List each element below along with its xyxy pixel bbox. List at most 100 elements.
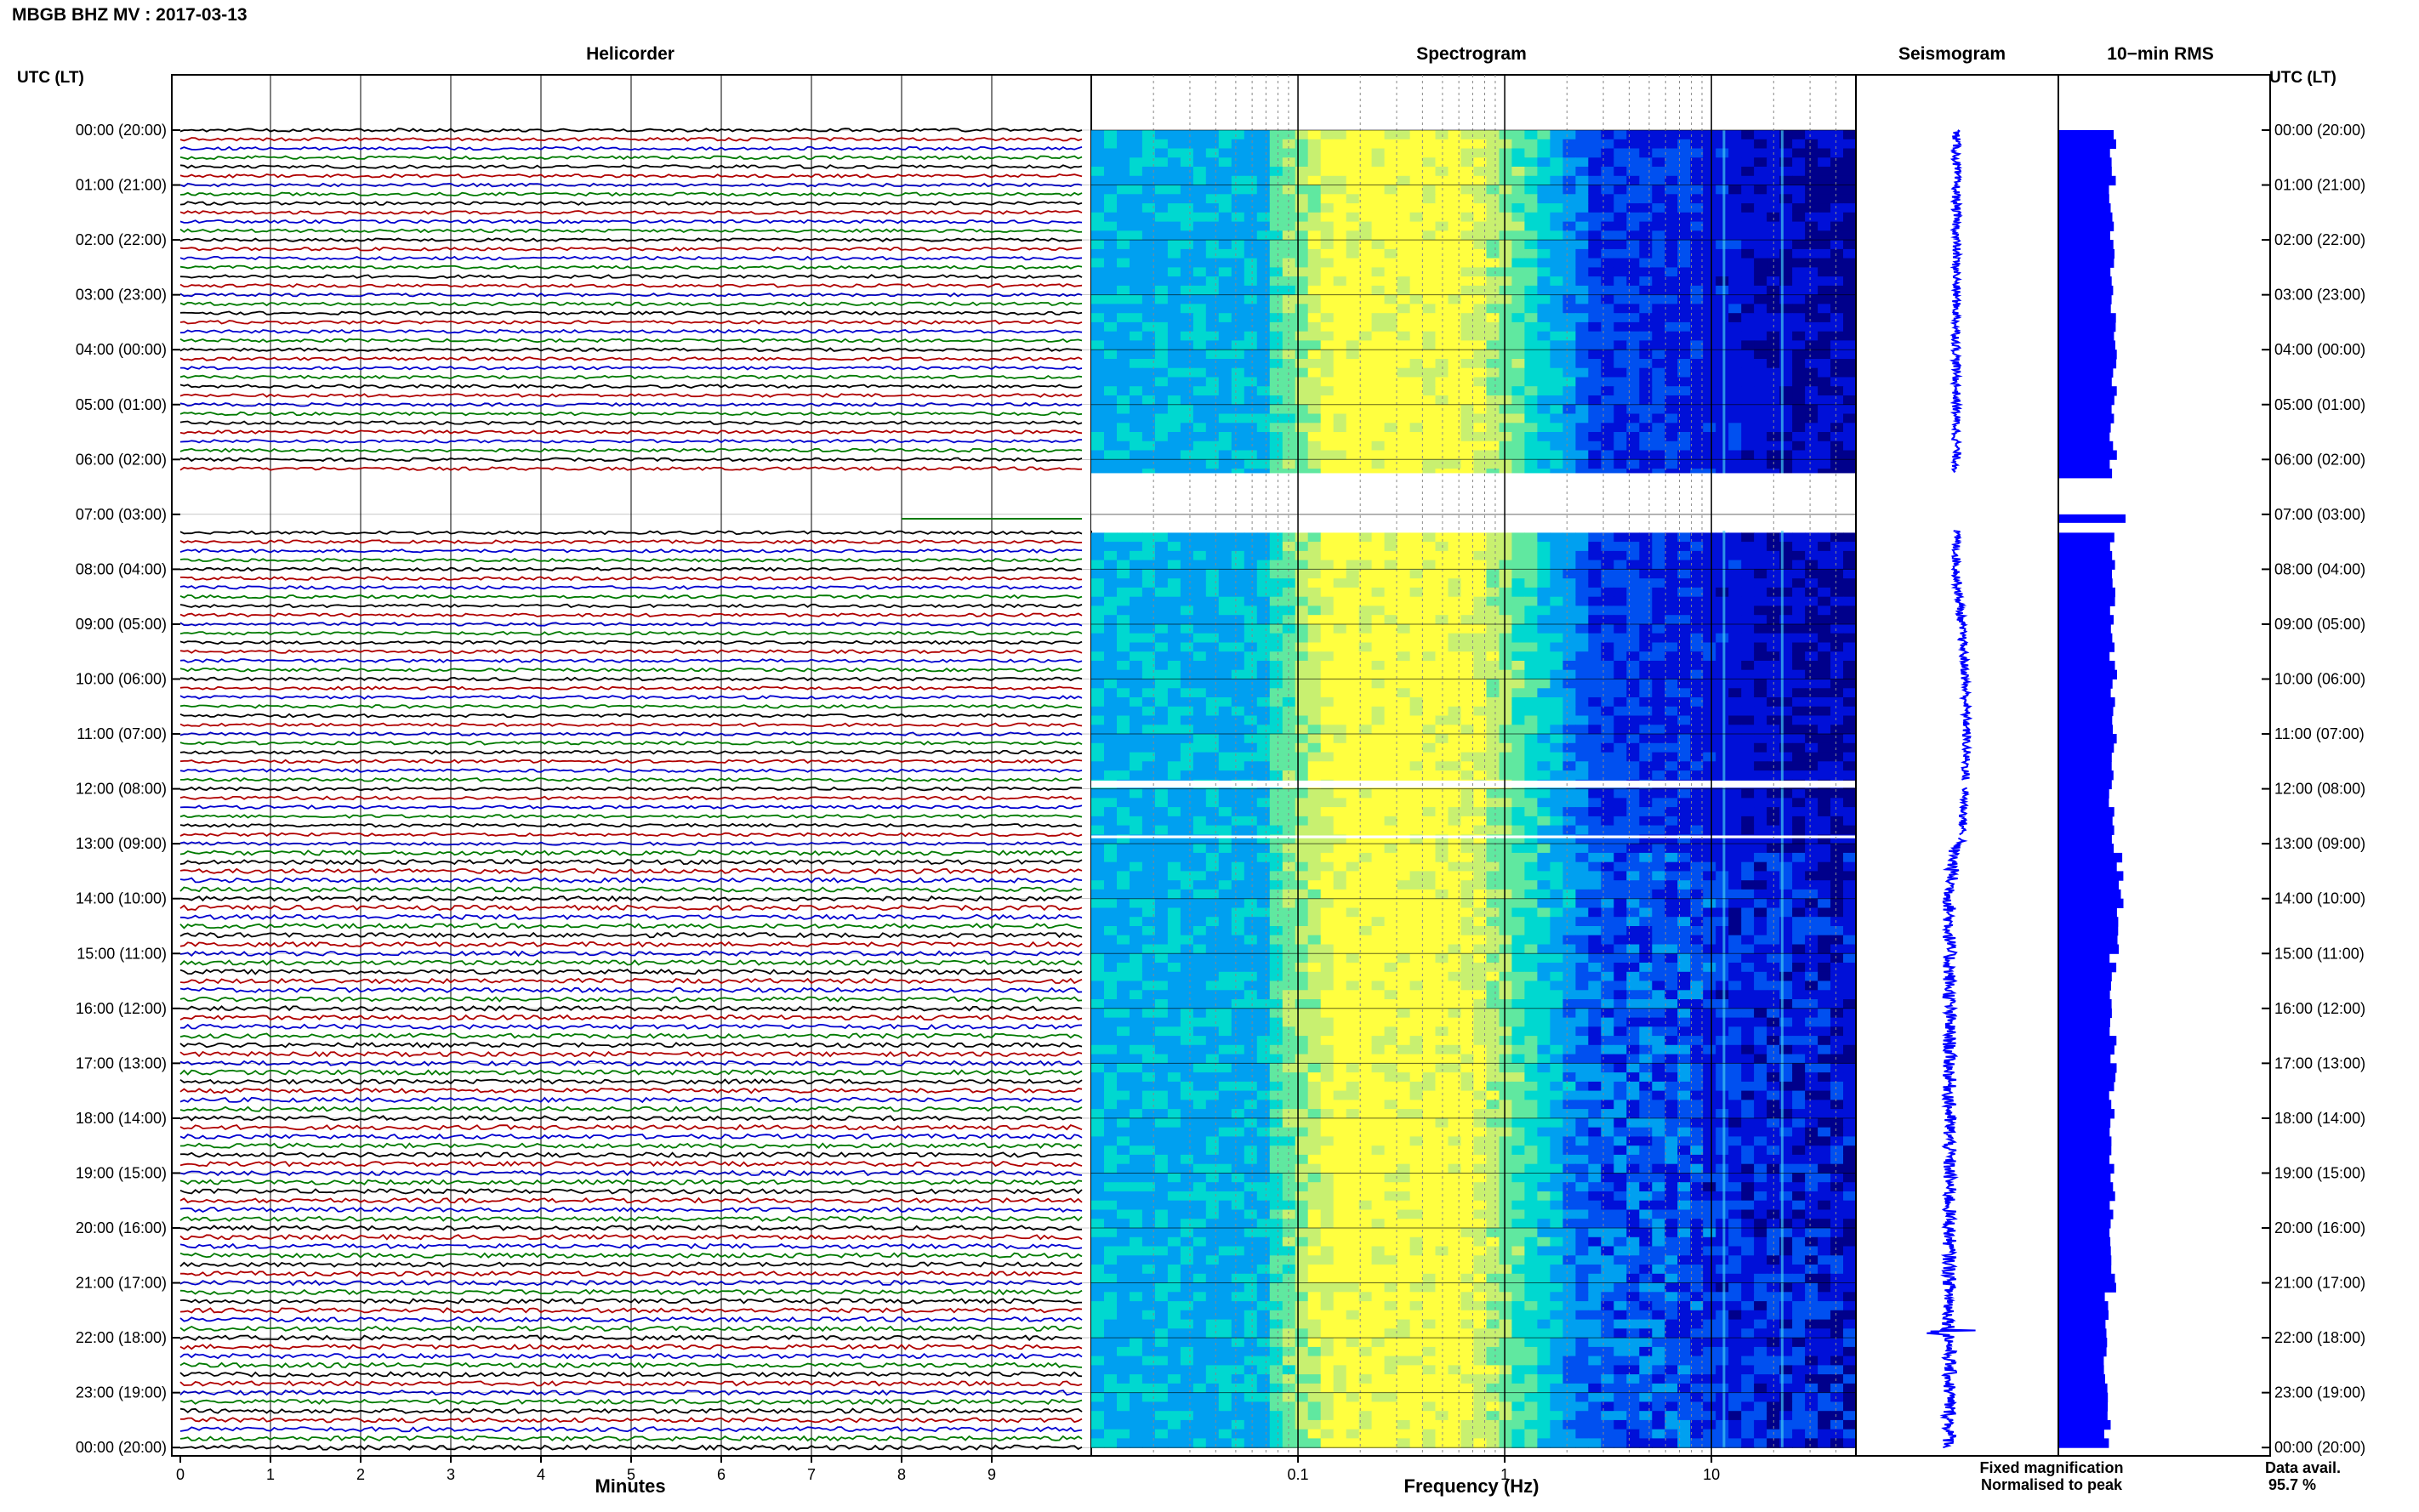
spectrogram-cell bbox=[1792, 423, 1806, 433]
spectrogram-cell bbox=[1486, 450, 1500, 460]
spectrogram-cell bbox=[1626, 706, 1640, 717]
spectrogram-cell bbox=[1422, 212, 1437, 223]
spectrogram-cell bbox=[1117, 313, 1130, 323]
spectrogram-cell bbox=[1486, 669, 1500, 680]
helicorder-trace bbox=[179, 841, 1083, 846]
spectrogram-cell bbox=[1269, 623, 1283, 634]
spectrogram-cell bbox=[1205, 395, 1220, 406]
spectrogram-cell bbox=[1754, 907, 1767, 918]
spectrogram-cell bbox=[1665, 194, 1678, 204]
spectrogram-cell bbox=[1218, 623, 1232, 634]
spectrogram-cell bbox=[1180, 432, 1194, 442]
spectrogram-cell bbox=[1154, 130, 1169, 140]
spectrogram-cell bbox=[1104, 816, 1118, 827]
spectrogram-cell bbox=[1473, 240, 1488, 250]
spectrogram-cell bbox=[1818, 798, 1831, 808]
spectrogram-cell bbox=[1371, 532, 1386, 543]
spectrogram-cell bbox=[1550, 587, 1563, 598]
spectrogram-cell bbox=[1779, 276, 1793, 287]
spectrogram-cell bbox=[1422, 203, 1437, 213]
spectrogram-cell bbox=[1091, 304, 1105, 314]
spectrogram-cell bbox=[1333, 761, 1347, 771]
spectrogram-cell bbox=[1728, 230, 1742, 241]
spectrogram-cell bbox=[1728, 661, 1742, 671]
spectrogram-cell bbox=[1703, 285, 1716, 296]
spectrogram-cell bbox=[1614, 861, 1627, 873]
spectrogram-cell bbox=[1409, 669, 1424, 680]
spectrogram-cell bbox=[1167, 725, 1181, 735]
spectrogram-cell bbox=[1728, 139, 1742, 150]
spectrogram-cell bbox=[1295, 907, 1309, 918]
spectrogram-cell bbox=[1652, 432, 1665, 442]
spectrogram-cell bbox=[1218, 861, 1232, 873]
spectrogram-cell bbox=[1626, 331, 1640, 342]
spectrogram-cell bbox=[1358, 450, 1373, 460]
spectrogram-cell bbox=[1499, 596, 1513, 607]
spectrogram-cell bbox=[1435, 413, 1449, 423]
spectrogram-cell bbox=[1180, 852, 1194, 863]
spectrogram-cell bbox=[1843, 194, 1857, 204]
spectrogram-cell bbox=[1409, 313, 1424, 323]
spectrogram-cell bbox=[1333, 752, 1347, 762]
spectrogram-cell bbox=[1741, 212, 1755, 223]
spectrogram-cell bbox=[1333, 367, 1347, 378]
spectrogram-cell bbox=[1562, 742, 1576, 753]
spectrogram-cell bbox=[1460, 715, 1475, 725]
spectrogram-cell bbox=[1435, 423, 1449, 433]
spectrogram-cell bbox=[1754, 148, 1767, 158]
spectrogram-cell bbox=[1409, 285, 1424, 296]
spectrogram-cell bbox=[1703, 889, 1716, 900]
spectrogram-cell bbox=[1818, 661, 1831, 671]
spectrogram-cell bbox=[1754, 276, 1767, 287]
spectrogram-cell bbox=[1384, 304, 1398, 314]
spectrogram-cell bbox=[1231, 230, 1245, 241]
spectrogram-cell bbox=[1741, 861, 1755, 873]
spectrogram-cell bbox=[1703, 404, 1716, 415]
spectrogram-cell bbox=[1307, 175, 1322, 186]
spectrogram-cell bbox=[1091, 834, 1105, 844]
spectrogram-cell bbox=[1320, 432, 1335, 442]
spectrogram-cell bbox=[1231, 661, 1245, 671]
spectrogram-cell bbox=[1818, 889, 1831, 900]
spectrogram-cell bbox=[1307, 459, 1322, 469]
spectrogram-cell bbox=[1614, 816, 1627, 827]
spectrogram-cell bbox=[1346, 623, 1360, 634]
spectrogram-cell bbox=[1117, 550, 1130, 561]
spectrogram-cell bbox=[1767, 852, 1780, 863]
spectrogram-cell bbox=[1499, 185, 1513, 195]
spectrogram-cell bbox=[1614, 194, 1627, 204]
spectrogram-cell bbox=[1346, 742, 1360, 753]
spectrogram-cell bbox=[1117, 240, 1130, 250]
spectrogram-cell bbox=[1154, 798, 1169, 808]
spectrogram-cell bbox=[1141, 560, 1156, 570]
spectrogram-cell bbox=[1677, 404, 1691, 415]
spectrogram-cell bbox=[1473, 725, 1488, 735]
spectrogram-cell bbox=[1244, 917, 1258, 927]
spectrogram-cell bbox=[1091, 395, 1105, 406]
spectrogram-cell bbox=[1830, 788, 1844, 799]
spectrogram-cell bbox=[1818, 395, 1831, 406]
spectrogram-cell bbox=[1180, 441, 1194, 452]
spectrogram-cell bbox=[1244, 825, 1258, 835]
spectrogram-cell bbox=[1154, 185, 1169, 195]
spectrogram-cell bbox=[1550, 304, 1563, 314]
spectrogram-cell bbox=[1130, 889, 1143, 900]
spectrogram-panel: 0.1 1 10 Frequency (Hz) bbox=[1090, 74, 1857, 1497]
spectrogram-cell bbox=[1167, 221, 1181, 231]
spectrogram-cell bbox=[1269, 633, 1283, 644]
spectrogram-cell bbox=[1130, 404, 1143, 415]
spectrogram-cell bbox=[1397, 679, 1411, 689]
spectrogram-cell bbox=[1244, 633, 1258, 644]
spectrogram-cell bbox=[1805, 861, 1819, 873]
spectrogram-cell bbox=[1792, 798, 1806, 808]
spectrogram-cell bbox=[1218, 788, 1232, 799]
spectrogram-cell bbox=[1805, 669, 1819, 680]
spectrogram-cell bbox=[1716, 633, 1729, 644]
helicorder-trace bbox=[179, 1233, 1083, 1241]
spectrogram-cell bbox=[1104, 742, 1118, 753]
spectrogram-cell bbox=[1677, 230, 1691, 241]
spectrogram-cell bbox=[1652, 331, 1665, 342]
spectrogram-cell bbox=[1218, 167, 1232, 177]
spectrogram-cell bbox=[1537, 596, 1551, 607]
spectrogram-cell bbox=[1767, 350, 1780, 360]
